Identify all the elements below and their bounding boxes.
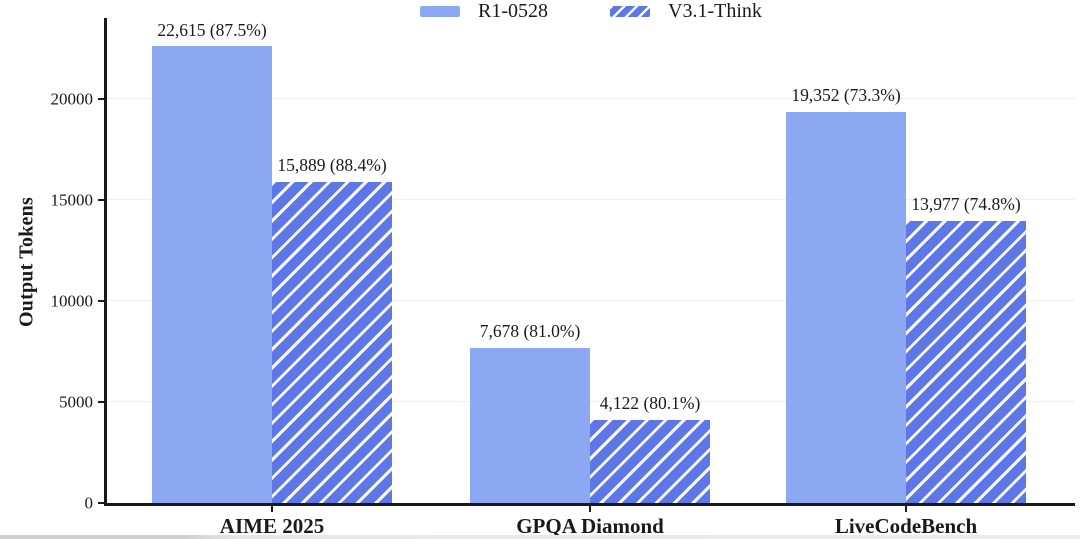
bar-solid-1	[470, 347, 590, 503]
bottom-edge-artifact	[0, 535, 1080, 539]
legend-swatch-hatched	[610, 5, 651, 17]
bar-solid-2	[786, 111, 906, 503]
legend-label-r1-0528: R1-0528	[478, 0, 549, 22]
y-tick-label-5000: 5000	[59, 392, 93, 412]
value-label-solid-2: 19,352 (73.3%)	[791, 85, 901, 106]
y-tick-label-10000: 10000	[50, 291, 94, 311]
bar-solid-0	[152, 46, 272, 503]
gridline-5000	[107, 401, 1075, 403]
category-label-0: AIME 2025	[219, 514, 325, 538]
chart-legend: R1-0528 V3.1-Think	[107, 1, 1075, 21]
y-tick-15000	[98, 198, 107, 201]
y-axis-line	[104, 18, 107, 506]
value-label-hatched-0: 15,889 (88.4%)	[277, 155, 387, 176]
bar-hatched-1	[590, 419, 710, 503]
y-tick-label-0: 0	[84, 493, 94, 513]
value-label-hatched-2: 13,977 (74.8%)	[911, 194, 1021, 215]
legend-swatch-solid	[420, 5, 461, 17]
x-tick-1	[589, 503, 591, 512]
y-axis-title: Output Tokens	[15, 197, 38, 327]
y-tick-0	[98, 502, 107, 504]
value-label-solid-1: 7,678 (81.0%)	[479, 321, 581, 342]
y-tick-5000	[98, 400, 107, 403]
legend-item-r1-0528: R1-0528	[420, 1, 548, 21]
y-tick-label-15000: 15000	[50, 190, 94, 210]
y-tick-label-20000: 20000	[50, 89, 94, 109]
gridline-20000	[107, 98, 1075, 100]
bar-hatched-0	[272, 181, 392, 503]
value-label-solid-0: 22,615 (87.5%)	[157, 19, 267, 40]
category-label-2: LiveCodeBench	[834, 514, 978, 538]
value-label-hatched-1: 4,122 (80.1%)	[599, 393, 701, 414]
gridline-15000	[107, 199, 1075, 201]
x-tick-0	[271, 503, 273, 512]
legend-label-v31-think: V3.1-Think	[668, 0, 762, 22]
gridline-10000	[107, 300, 1075, 302]
x-tick-2	[905, 503, 907, 512]
bar-hatched-2	[906, 220, 1026, 503]
plot-area: 0 5000 10000 15000 20000 22,615 (87.5%) 15,889…	[51, 18, 1075, 537]
y-tick-20000	[98, 97, 107, 100]
y-tick-10000	[98, 299, 107, 302]
category-label-1: GPQA Diamond	[516, 514, 664, 538]
legend-item-v31-think: V3.1-Think	[610, 1, 762, 21]
